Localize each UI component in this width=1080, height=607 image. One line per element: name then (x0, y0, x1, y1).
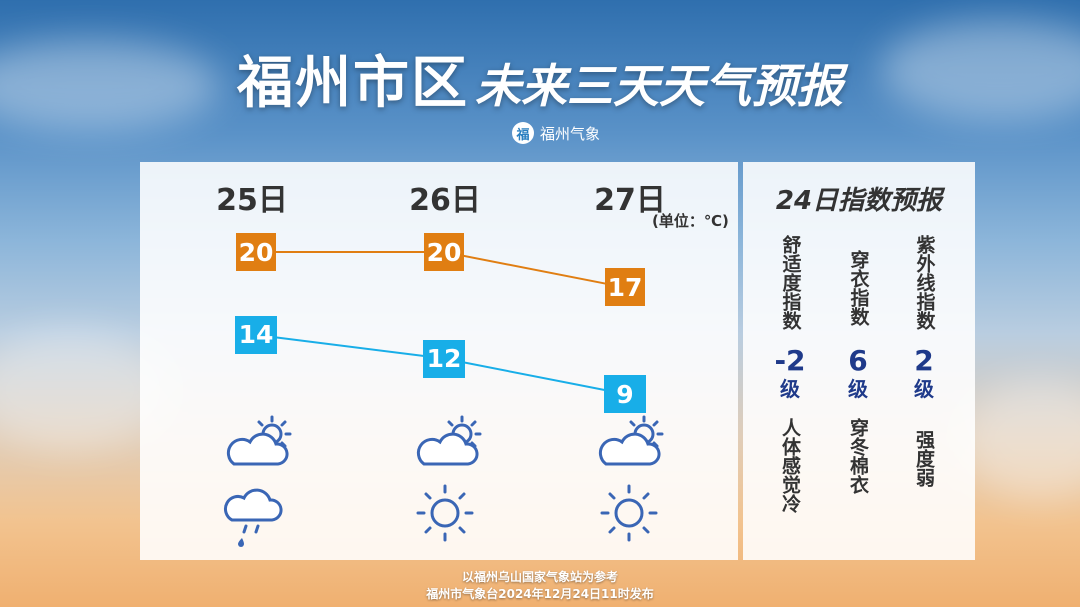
partly-cloudy-icon (226, 415, 292, 466)
high-temp-box: 17 (605, 268, 645, 307)
index-title: 24日指数预报 (775, 186, 943, 216)
footer-reference: 以福州乌山国家气象站为参考 (461, 570, 618, 584)
sun-icon (600, 484, 658, 542)
index-name: 紫外线指数 (913, 234, 936, 330)
sun-icon (416, 484, 474, 542)
cloud-decoration (880, 20, 1080, 120)
index-desc: 人体感觉冷 (779, 418, 801, 513)
index-column-uv: 紫外线指数 2 级 强度弱 (904, 218, 944, 488)
index-desc: 强度弱 (913, 430, 935, 487)
index-column-clothing: 穿衣指数 6 级 穿冬棉衣 (838, 230, 878, 494)
high-temp-box: 20 (424, 233, 464, 271)
brand-logo-icon: 福 (512, 122, 534, 144)
index-value: 2 (914, 344, 934, 377)
title-rest: 未来三天天气预报 (475, 59, 843, 113)
index-panel (743, 162, 975, 560)
index-name: 穿衣指数 (847, 250, 870, 326)
cloud-decoration (960, 380, 1080, 500)
footer-issued: 福州市气象台2024年12月24日11时发布 (426, 587, 654, 601)
index-value: 6 (848, 344, 868, 377)
low-temp-box: 12 (423, 339, 465, 378)
cloud-decoration (0, 40, 220, 130)
index-value: -2 (774, 344, 806, 377)
index-desc: 穿冬棉衣 (847, 418, 869, 494)
low-temp-box: 14 (235, 315, 277, 354)
high-temp-box: 20 (236, 233, 276, 271)
index-level: 级 (780, 377, 800, 401)
day-label: 27日 (594, 183, 666, 218)
day-label: 26日 (409, 183, 481, 218)
cloud-rain-icon (223, 488, 283, 547)
index-column-comfort: 舒适度指数 -2 级 人体感觉冷 (770, 218, 810, 514)
brand-name: 福州气象 (540, 124, 601, 143)
partly-cloudy-icon (598, 415, 664, 466)
page-title: 福州市区 未来三天天气预报 (0, 38, 1080, 119)
partly-cloudy-icon (416, 415, 482, 466)
low-temp-box: 9 (604, 375, 646, 413)
index-level: 级 (848, 377, 868, 401)
brand: 福 福州气象 (512, 120, 600, 146)
title-city: 福州市区 (237, 51, 469, 116)
index-name: 舒适度指数 (779, 234, 802, 330)
unit-label: (单位：℃) (652, 212, 729, 230)
index-level: 级 (914, 377, 934, 401)
day-label: 25日 (216, 183, 288, 218)
